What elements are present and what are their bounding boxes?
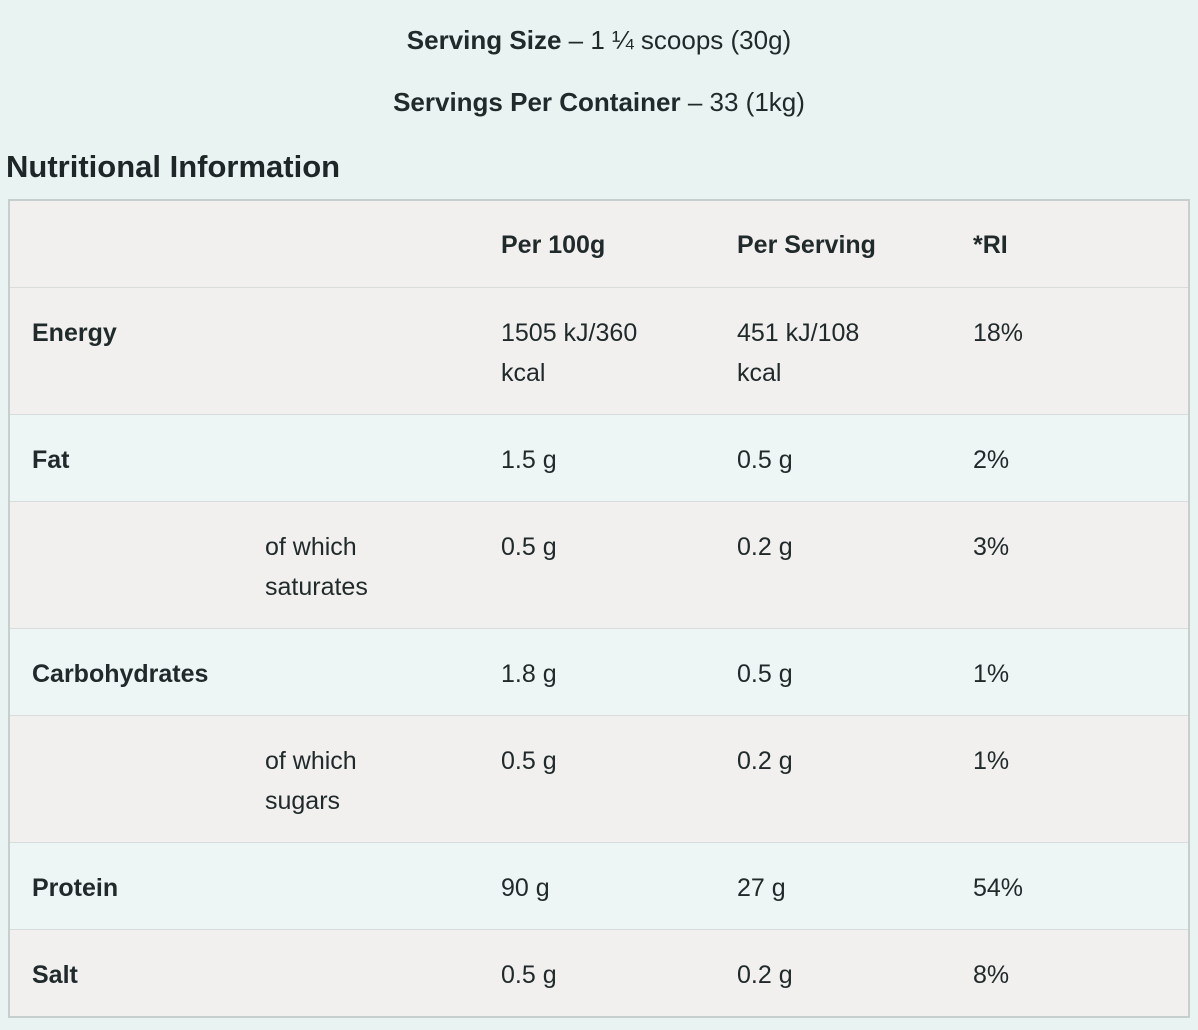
servings-per-container-line: Servings Per Container – 33 (1kg): [0, 86, 1198, 119]
table-row-fat: Fat 1.5 g 0.5 g 2%: [9, 414, 1189, 502]
nutrient-sub-cell: [245, 287, 481, 415]
page-title: Nutritional Information: [6, 149, 341, 184]
nutrient-name-cell: [9, 715, 245, 843]
nutrition-table: Per 100g Per Serving *RI Energy 1505 kJ/…: [8, 199, 1190, 1018]
column-header-ri: *RI: [953, 200, 1189, 288]
per-serving-cell: 0.2 g: [717, 929, 953, 1017]
nutrient-sub-cell: of which sugars: [245, 715, 481, 843]
ri-cell: 1%: [953, 628, 1189, 716]
per-100g-cell: 0.5 g: [481, 501, 717, 629]
servings-per-container-label: Servings Per Container: [393, 87, 681, 117]
nutrient-name-cell: Salt: [9, 929, 245, 1017]
table-header-row: Per 100g Per Serving *RI: [9, 200, 1189, 288]
per-serving-cell: 0.5 g: [717, 414, 953, 502]
nutrient-name-cell: Energy: [9, 287, 245, 415]
per-serving-cell: 0.2 g: [717, 715, 953, 843]
table-row-carbohydrates: Carbohydrates 1.8 g 0.5 g 1%: [9, 628, 1189, 716]
serving-size-value: – 1 ¼ scoops (30g): [568, 25, 792, 55]
nutrient-sub-cell: [245, 414, 481, 502]
column-header-name: [9, 200, 245, 288]
table-row-energy: Energy 1505 kJ/360 kcal 451 kJ/108 kcal …: [9, 287, 1189, 415]
nutrient-name-cell: Carbohydrates: [9, 628, 245, 716]
serving-size-line: Serving Size – 1 ¼ scoops (30g): [0, 24, 1198, 57]
nutrient-sub-cell: [245, 842, 481, 930]
nutrient-sub-cell: of which saturates: [245, 501, 481, 629]
per-100g-cell: 90 g: [481, 842, 717, 930]
table-row-salt: Salt 0.5 g 0.2 g 8%: [9, 929, 1189, 1017]
per-serving-cell: 0.2 g: [717, 501, 953, 629]
nutrient-name-cell: Protein: [9, 842, 245, 930]
nutrient-sub-cell: [245, 929, 481, 1017]
per-serving-cell: 0.5 g: [717, 628, 953, 716]
ri-cell: 1%: [953, 715, 1189, 843]
column-header-per-serving: Per Serving: [717, 200, 953, 288]
nutrient-name-cell: Fat: [9, 414, 245, 502]
serving-size-label: Serving Size: [406, 25, 562, 55]
ri-cell: 54%: [953, 842, 1189, 930]
table-row-protein: Protein 90 g 27 g 54%: [9, 842, 1189, 930]
nutrient-name-cell: [9, 501, 245, 629]
table-row-saturates: of which saturates 0.5 g 0.2 g 3%: [9, 501, 1189, 629]
column-header-per-100g: Per 100g: [481, 200, 717, 288]
ri-cell: 3%: [953, 501, 1189, 629]
per-100g-cell: 1.8 g: [481, 628, 717, 716]
column-header-subname: [245, 200, 481, 288]
per-serving-cell: 451 kJ/108 kcal: [717, 287, 953, 415]
nutrient-sub-cell: [245, 628, 481, 716]
ri-cell: 18%: [953, 287, 1189, 415]
per-100g-cell: 1.5 g: [481, 414, 717, 502]
serving-info: Serving Size – 1 ¼ scoops (30g) Servings…: [0, 0, 1198, 119]
per-100g-cell: 1505 kJ/360 kcal: [481, 287, 717, 415]
table-row-sugars: of which sugars 0.5 g 0.2 g 1%: [9, 715, 1189, 843]
ri-cell: 8%: [953, 929, 1189, 1017]
ri-cell: 2%: [953, 414, 1189, 502]
per-100g-cell: 0.5 g: [481, 715, 717, 843]
per-100g-cell: 0.5 g: [481, 929, 717, 1017]
per-serving-cell: 27 g: [717, 842, 953, 930]
servings-per-container-value: – 33 (1kg): [687, 87, 805, 117]
